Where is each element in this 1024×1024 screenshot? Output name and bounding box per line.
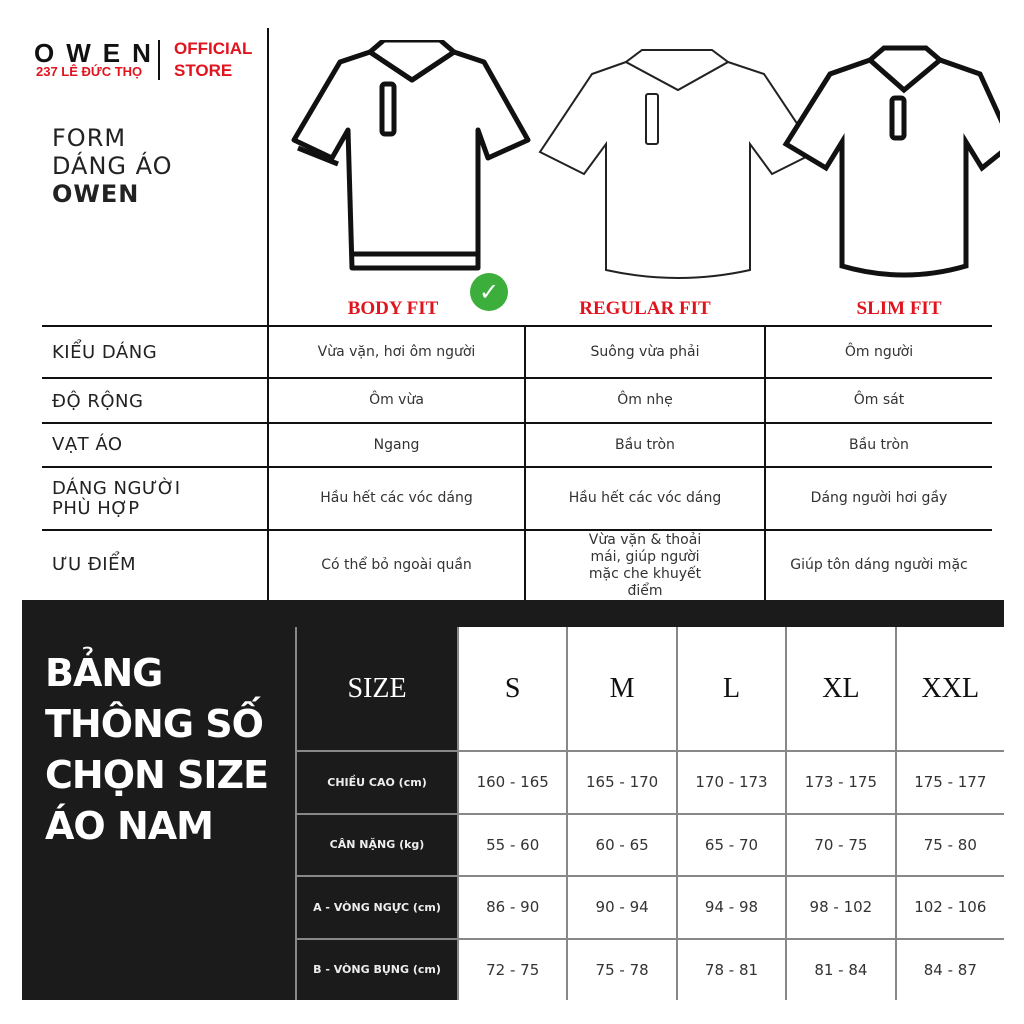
size-cell: 90 - 94 bbox=[568, 877, 676, 938]
size-cell: 60 - 65 bbox=[568, 814, 676, 875]
compare-cell: Ôm sát bbox=[853, 392, 905, 408]
size-header: SIZE bbox=[297, 627, 457, 750]
size-cell: 72 - 75 bbox=[459, 939, 567, 1000]
size-cell: 55 - 60 bbox=[459, 814, 567, 875]
compare-cell: Ôm người bbox=[844, 343, 914, 360]
size-cell: 86 - 90 bbox=[459, 877, 567, 938]
size-cell: 65 - 70 bbox=[677, 814, 786, 875]
compare-cell: Vừa vặn, hơi ôm người bbox=[317, 343, 476, 360]
row-label-do-rong: ĐỘ RỘNG bbox=[52, 391, 144, 412]
size-cell: 170 - 173 bbox=[677, 752, 786, 813]
size-title-l3: CHỌN SIZE bbox=[45, 753, 269, 797]
compare-cell: Có thể bỏ ngoài quần bbox=[321, 557, 472, 573]
compare-cell: Ngang bbox=[373, 436, 420, 453]
size-row-label: B - VÒNG BỤNG (cm) bbox=[297, 939, 457, 1000]
fit-label-body: BODY FIT bbox=[347, 298, 439, 319]
form-title: FORM DÁNG ÁO OWEN bbox=[52, 124, 173, 208]
store-address: 237 LÊ ĐỨC THỌ bbox=[36, 64, 143, 79]
size-cell: 160 - 165 bbox=[459, 752, 567, 813]
size-cell: 165 - 170 bbox=[568, 752, 676, 813]
col-line bbox=[764, 326, 766, 600]
size-cell: 98 - 102 bbox=[787, 877, 895, 938]
logo-divider bbox=[158, 40, 160, 80]
owen-logo: OWEN bbox=[34, 38, 163, 68]
divider bbox=[267, 28, 269, 600]
check-icon: ✓ bbox=[470, 273, 508, 311]
size-cell: 173 - 175 bbox=[787, 752, 895, 813]
row-line bbox=[42, 466, 992, 468]
size-title-l4: ÁO NAM bbox=[45, 804, 214, 848]
size-cell: 70 - 75 bbox=[787, 814, 895, 875]
size-cell: 78 - 81 bbox=[677, 939, 786, 1000]
row-label-vat-ao: VẠT ÁO bbox=[52, 434, 123, 455]
size-column-header: XL bbox=[787, 627, 895, 750]
compare-cell: Bầu tròn bbox=[615, 436, 675, 453]
row-line bbox=[42, 325, 992, 327]
regular-fit-shirt-icon bbox=[538, 49, 818, 279]
fit-label-slim: SLIM FIT bbox=[856, 298, 942, 319]
size-cell: 102 - 106 bbox=[896, 877, 1004, 938]
size-row-label: A - VÒNG NGỰC (cm) bbox=[297, 877, 457, 938]
official-text: OFFICIAL bbox=[174, 39, 253, 58]
shirt-illustrations bbox=[291, 40, 1000, 279]
row-line bbox=[42, 529, 992, 531]
row-label-kieu-dang: KIỂU DÁNG bbox=[52, 342, 158, 363]
size-cell: 94 - 98 bbox=[677, 877, 786, 938]
body-fit-shirt-icon bbox=[291, 40, 531, 271]
compare-cell: Suông vừa phải bbox=[590, 343, 700, 360]
size-title-l2: THÔNG SỐ bbox=[45, 702, 264, 746]
form-line2: DÁNG ÁO bbox=[52, 152, 173, 180]
row-label-uu-diem: ƯU ĐIỂM bbox=[52, 554, 136, 575]
size-title: BẢNG THÔNG SỐ CHỌN SIZE ÁO NAM bbox=[45, 648, 269, 852]
store-text: STORE bbox=[174, 61, 233, 80]
size-table: SIZE S M L XL XXL CHIỀU CAO (cm) 160 - 165 165 -… bbox=[295, 627, 1004, 1000]
compare-cell: Vừa vặn & thoải mái, giúp người mặc che … bbox=[588, 531, 702, 599]
size-cell: 81 - 84 bbox=[787, 939, 895, 1000]
form-line1: FORM bbox=[52, 124, 127, 152]
row-line bbox=[42, 422, 992, 424]
size-row-label: CHIỀU CAO (cm) bbox=[297, 752, 457, 813]
col-line bbox=[524, 326, 526, 600]
size-cell: 75 - 80 bbox=[896, 814, 1004, 875]
compare-cell: Giúp tôn dáng người mặc bbox=[790, 557, 968, 573]
compare-cell: Dáng người hơi gầy bbox=[810, 490, 948, 506]
form-line3: OWEN bbox=[52, 180, 140, 208]
compare-cell: Hầu hết các vóc dáng bbox=[320, 490, 473, 506]
compare-cell: Ôm vừa bbox=[369, 392, 424, 408]
compare-cell: Bầu tròn bbox=[849, 436, 909, 453]
fit-label-regular: REGULAR FIT bbox=[579, 298, 711, 319]
compare-cell: Hầu hết các vóc dáng bbox=[568, 490, 722, 506]
size-cell: 84 - 87 bbox=[896, 939, 1004, 1000]
size-row-label: CÂN NẶNG (kg) bbox=[297, 814, 457, 875]
compare-cell: Ôm nhẹ bbox=[617, 392, 673, 408]
size-cell: 175 - 177 bbox=[896, 752, 1004, 813]
slim-fit-shirt-icon bbox=[782, 45, 1000, 278]
size-column-header: S bbox=[459, 627, 567, 750]
row-line bbox=[42, 377, 992, 379]
size-column-header: XXL bbox=[896, 627, 1004, 750]
size-column-header: M bbox=[568, 627, 676, 750]
size-cell: 75 - 78 bbox=[568, 939, 676, 1000]
size-title-l1: BẢNG bbox=[45, 651, 163, 695]
official-store: OFFICIAL STORE bbox=[174, 38, 252, 82]
row-label-dang-nguoi: DÁNG NGƯỜI PHÙ HỢP bbox=[52, 478, 181, 519]
size-column-header: L bbox=[677, 627, 786, 750]
